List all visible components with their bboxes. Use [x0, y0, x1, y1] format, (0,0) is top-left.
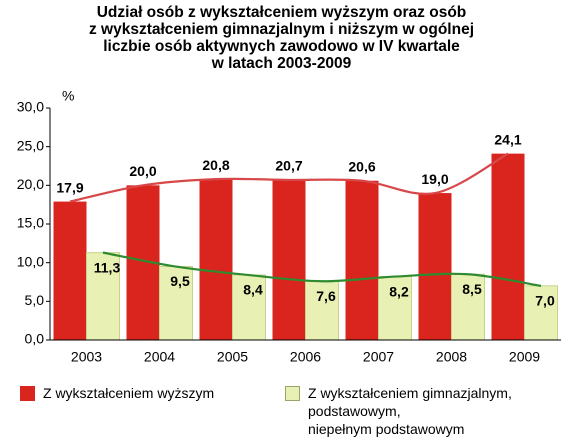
- bar: [378, 276, 412, 341]
- data-label: 20,8: [202, 157, 229, 173]
- data-label: 9,5: [170, 273, 190, 289]
- data-label: 19,0: [421, 171, 448, 187]
- y-tick-label: 5,0: [25, 292, 45, 308]
- bar: [199, 179, 233, 340]
- data-label: 20,6: [348, 158, 375, 174]
- x-tick-label: 2003: [71, 349, 102, 365]
- x-tick-label: 2005: [217, 349, 248, 365]
- x-tick-label: 2007: [363, 349, 394, 365]
- x-tick-label: 2008: [436, 349, 467, 365]
- y-tick-label: 20,0: [17, 176, 44, 192]
- legend-swatch: [285, 386, 300, 401]
- bar: [159, 266, 193, 341]
- y-axis-label: %: [62, 88, 74, 104]
- chart-title: Udział osób z wykształceniem wyższym ora…: [88, 4, 475, 72]
- bar: [524, 285, 558, 341]
- y-tick-label: 15,0: [17, 215, 44, 231]
- legend-label: Z wykształceniem wyższym: [43, 385, 215, 401]
- data-label: 7,6: [316, 288, 336, 304]
- y-tick-label: 30,0: [17, 99, 44, 115]
- bar: [345, 180, 379, 340]
- data-label: 24,1: [494, 131, 521, 147]
- y-tick-label: 25,0: [17, 137, 44, 153]
- data-label: 7,0: [535, 293, 555, 309]
- data-label: 20,7: [275, 158, 302, 174]
- trend-line: [69, 152, 509, 203]
- legend-swatch: [20, 386, 35, 401]
- y-tick-label: 0,0: [25, 331, 45, 347]
- bar: [491, 153, 525, 340]
- bar: [53, 201, 87, 340]
- bar: [86, 252, 120, 341]
- y-tick-label: 10,0: [17, 253, 44, 269]
- bar: [305, 280, 339, 341]
- x-tick-label: 2004: [144, 349, 175, 365]
- legend-label: Z wykształceniem gimnazjalnym, podstawow…: [308, 385, 512, 437]
- data-label: 17,9: [56, 179, 83, 195]
- bar: [418, 193, 452, 340]
- x-tick-label: 2009: [509, 349, 540, 365]
- data-label: 8,4: [243, 282, 263, 298]
- x-tick-label: 2006: [290, 349, 321, 365]
- data-label: 11,3: [94, 259, 121, 275]
- data-label: 8,5: [462, 281, 482, 297]
- trend-line: [102, 251, 542, 287]
- data-label: 8,2: [389, 283, 409, 299]
- bar: [272, 179, 306, 340]
- data-label: 20,0: [129, 163, 156, 179]
